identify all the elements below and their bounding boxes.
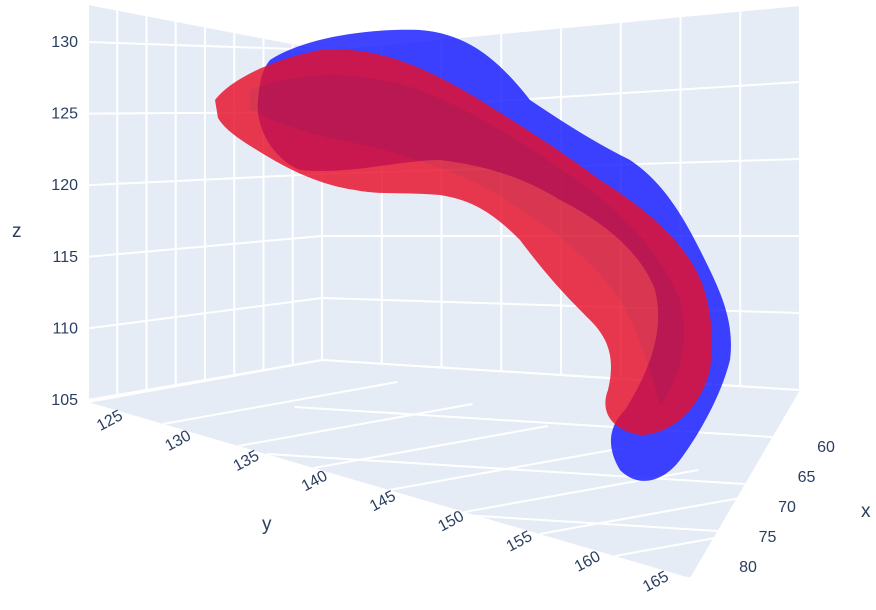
- y-tick-label: 150: [435, 508, 467, 536]
- y-gridline-floor: [238, 403, 473, 447]
- x-gridline-floor: [211, 547, 691, 579]
- z-tick-label: 115: [52, 249, 78, 266]
- red-surface-fold: [250, 75, 684, 405]
- y-tick-label: 135: [231, 447, 263, 475]
- z-tick-label: 105: [51, 392, 78, 409]
- z-tick-label: 120: [51, 177, 78, 194]
- y-tick-label: 165: [640, 568, 672, 596]
- x-gridline-floor: [239, 500, 718, 532]
- y-tick-label: 155: [504, 528, 536, 556]
- red-surface-body: [215, 49, 712, 436]
- y-gridline-floor: [539, 491, 774, 535]
- z-tick-label: 110: [52, 320, 78, 337]
- z-tick-label: 130: [51, 34, 78, 51]
- x-gridline-floor: [266, 453, 746, 485]
- x-tick-label: 70: [778, 499, 796, 516]
- y-tick-label: 140: [299, 468, 331, 496]
- axis-title-y: y: [262, 514, 272, 535]
- y-gridline-floor: [689, 543, 876, 579]
- axis-title-z: z: [12, 221, 22, 242]
- y-gridline-floor: [313, 425, 548, 469]
- y-gridline-floor: [163, 381, 398, 425]
- x-tick-label: 80: [739, 559, 757, 576]
- x-tick-label: 65: [798, 469, 816, 486]
- series-red-surface: [215, 49, 712, 436]
- z-tick-label: 125: [51, 106, 78, 123]
- x-tick-label: 60: [817, 439, 835, 456]
- axis-title-x: x: [861, 501, 871, 522]
- x-tick-label: 75: [759, 529, 777, 546]
- y-gridline-floor: [614, 513, 849, 557]
